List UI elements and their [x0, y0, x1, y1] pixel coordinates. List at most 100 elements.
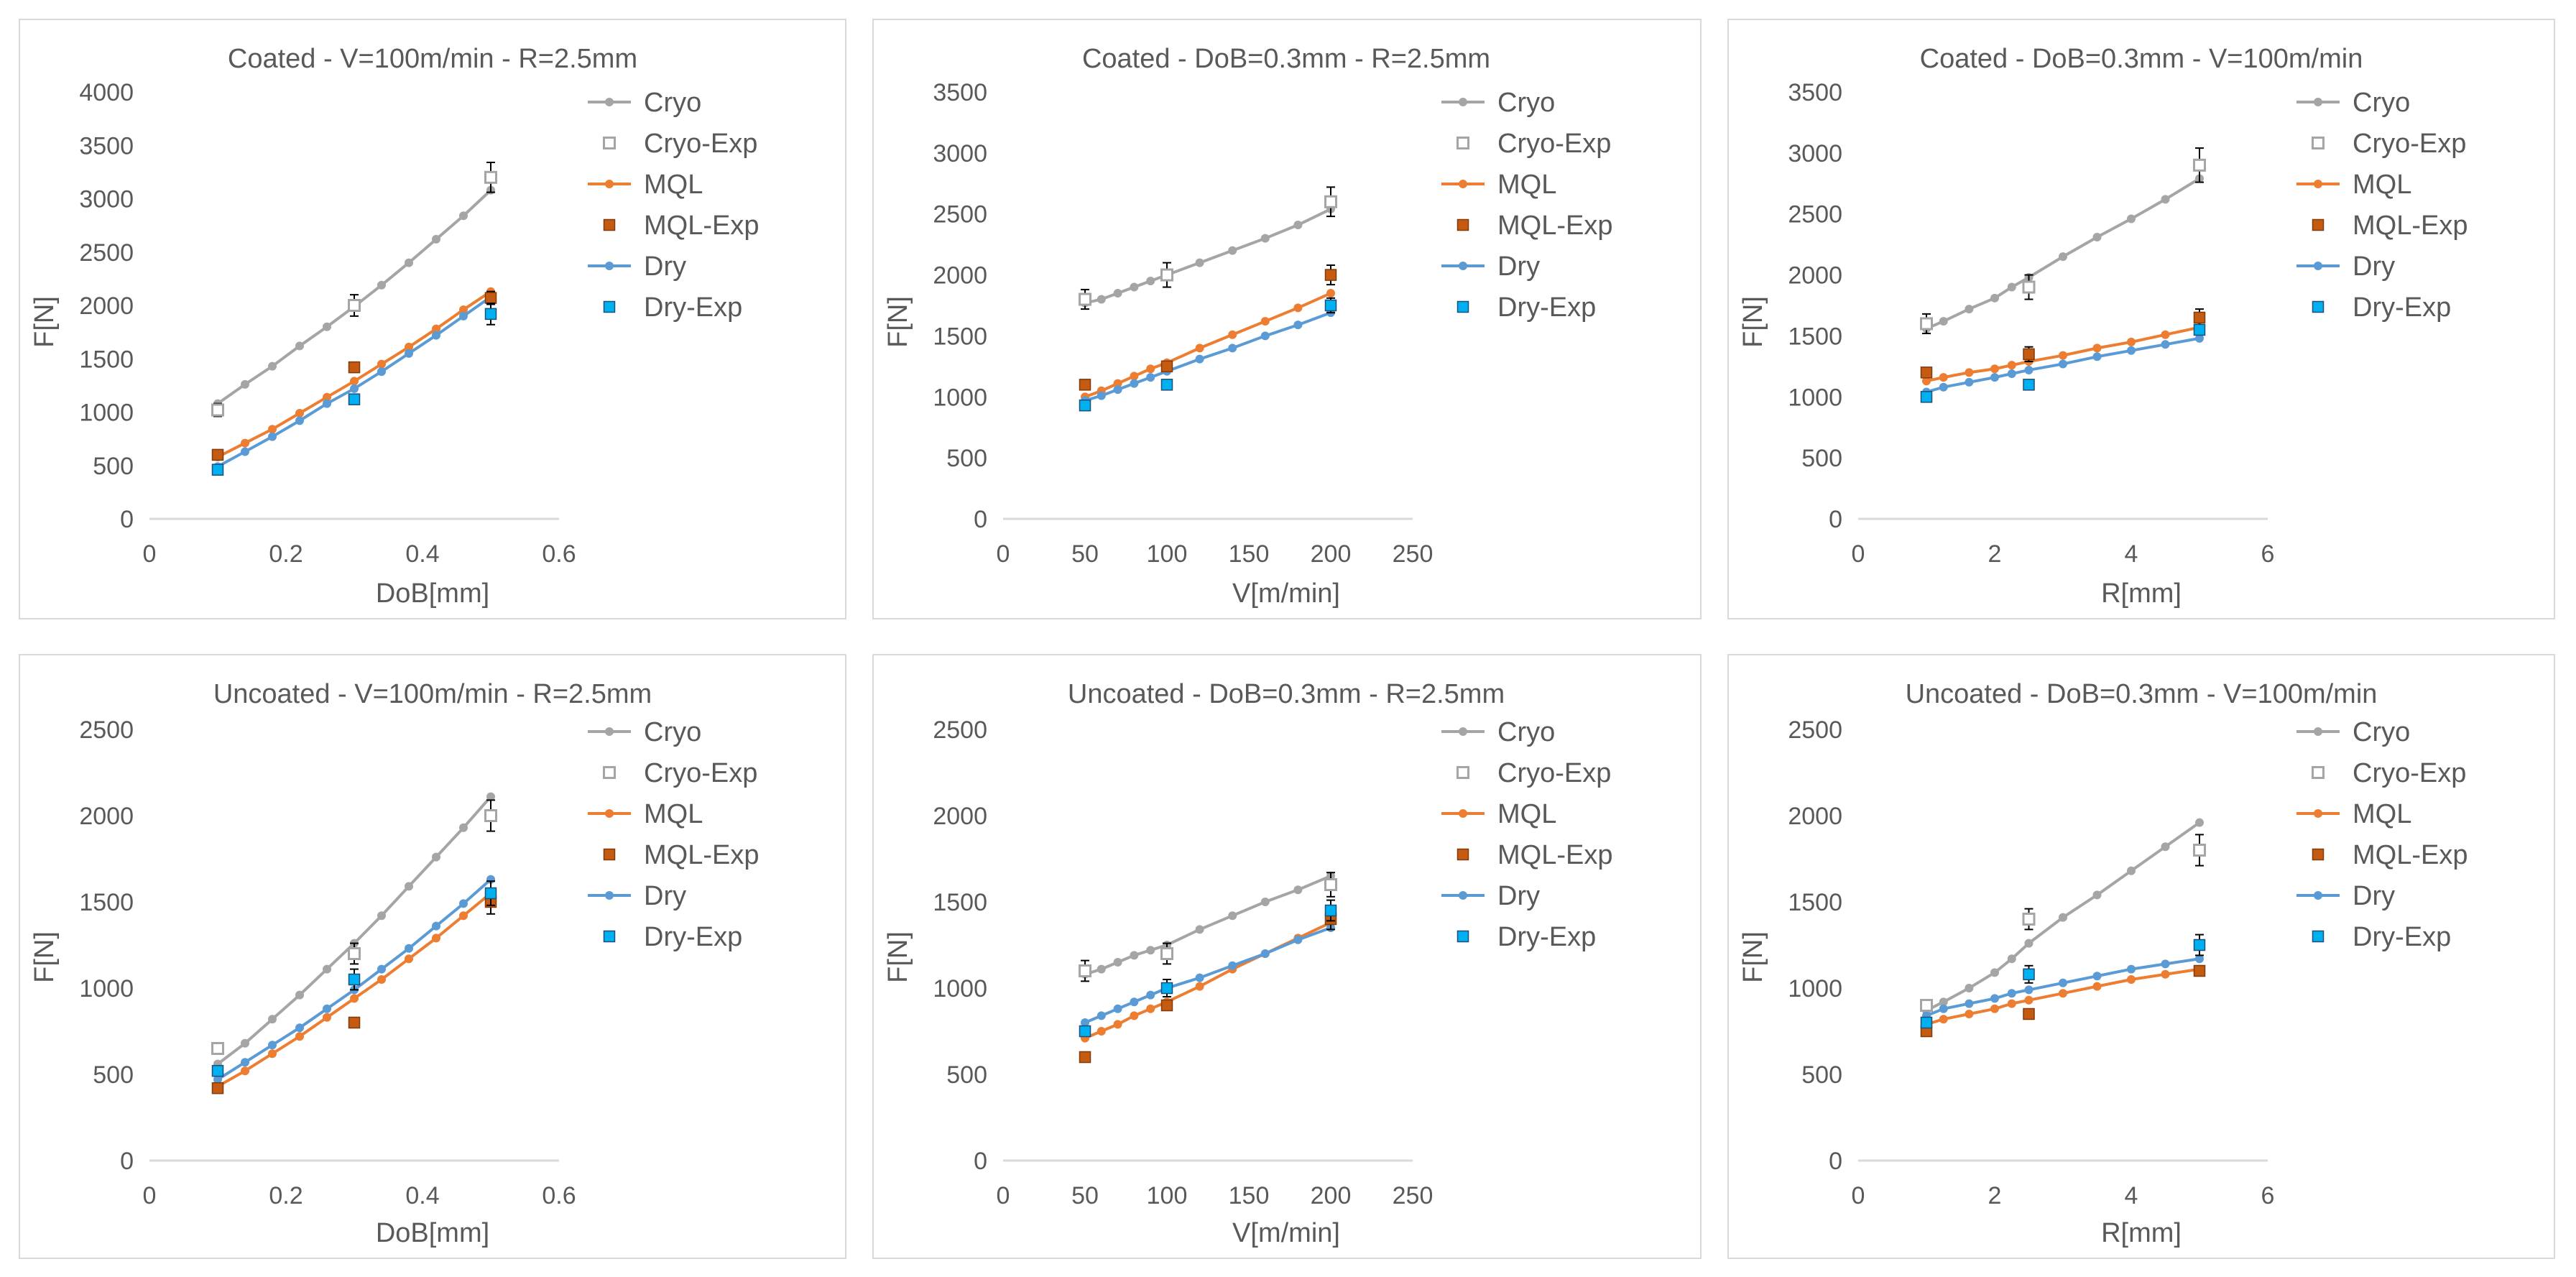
y-tick-label: 500 — [93, 453, 134, 480]
x-axis-label: V[m/min] — [1232, 578, 1340, 609]
data-point-mql — [268, 1049, 277, 1059]
x-tick-label: 2 — [1988, 540, 2002, 568]
legend-marker-mql-exp — [2312, 848, 2325, 861]
data-point-dry — [2127, 964, 2136, 974]
legend-label: Dry — [644, 252, 686, 282]
legend-marker-mql — [2314, 809, 2322, 818]
chart-title: Coated - V=100m/min - R=2.5mm — [228, 44, 637, 74]
exp-point-mql-exp — [2193, 311, 2206, 324]
data-point-dry — [1097, 1011, 1106, 1020]
data-point-mql — [405, 954, 413, 964]
y-tick-label: 0 — [1829, 506, 1842, 533]
x-tick-label: 250 — [1393, 1182, 1434, 1209]
y-tick-label: 1000 — [79, 975, 134, 1002]
data-point-cryo — [1293, 885, 1303, 895]
legend-label: Dry-Exp — [644, 922, 742, 952]
legend-label: MQL — [644, 170, 703, 200]
y-tick-label: 500 — [946, 445, 987, 472]
data-point-mql — [2007, 361, 2016, 370]
data-point-dry — [350, 384, 359, 393]
legend-item-mql-exp: MQL-Exp — [2312, 840, 2467, 870]
legend-label: MQL — [1497, 170, 1556, 200]
exp-point-cryo-exp — [2193, 158, 2206, 172]
data-point-mql — [1965, 368, 1974, 377]
data-point-cryo — [432, 234, 440, 244]
legend-label: MQL-Exp — [1497, 211, 1612, 241]
y-tick-label: 1500 — [79, 889, 134, 916]
legend-item-cryo-exp: Cryo-Exp — [603, 129, 757, 159]
exp-point-dry-exp — [1079, 399, 1091, 412]
legend-item-mql: MQL — [1441, 170, 1556, 200]
data-point-dry — [2024, 365, 2033, 374]
exp-point-dry-exp — [1324, 904, 1337, 917]
legend-label: Cryo-Exp — [1497, 129, 1611, 159]
data-point-mql — [1260, 317, 1270, 326]
legend-label: Dry-Exp — [1497, 292, 1596, 323]
x-tick-label: 200 — [1311, 540, 1352, 568]
data-point-dry — [2024, 985, 2033, 995]
legend-item-dry: Dry — [588, 881, 686, 911]
y-tick-label: 1000 — [1788, 384, 1842, 411]
y-tick-label: 0 — [974, 506, 987, 533]
legend-item-mql: MQL — [588, 170, 703, 200]
data-point-mql — [2024, 995, 2033, 1005]
data-point-dry — [432, 331, 440, 340]
data-point-cryo — [241, 379, 249, 389]
y-tick-label: 0 — [120, 1148, 134, 1175]
x-tick-label: 0 — [143, 1182, 157, 1209]
exp-point-cryo-exp — [1324, 878, 1337, 891]
data-point-mql — [2161, 969, 2170, 979]
exp-point-dry-exp — [484, 308, 497, 321]
legend-label: Cryo — [2353, 88, 2410, 118]
legend-item-cryo: Cryo — [588, 88, 701, 118]
data-point-dry — [323, 399, 331, 408]
x-tick-label: 100 — [1147, 540, 1188, 568]
legend-item-cryo: Cryo — [1441, 88, 1555, 118]
data-point-cryo — [377, 280, 386, 290]
y-tick-label: 0 — [1829, 1148, 1842, 1175]
data-point-dry — [405, 349, 413, 358]
exp-point-mql-exp — [1324, 269, 1337, 281]
exp-point-cryo-exp — [484, 809, 497, 822]
chart-title: Coated - DoB=0.3mm - R=2.5mm — [1082, 44, 1490, 74]
exp-point-mql-exp — [2193, 964, 2206, 977]
x-tick-label: 0.6 — [542, 1182, 576, 1209]
y-axis-label: F[N] — [883, 931, 913, 983]
legend-item-dry: Dry — [588, 252, 686, 282]
legend-marker-cryo — [605, 98, 614, 106]
exp-point-dry-exp — [2023, 379, 2035, 391]
exp-point-cryo-exp — [211, 403, 224, 417]
data-point-mql — [1922, 377, 1931, 386]
data-point-mql — [241, 438, 249, 448]
data-point-mql — [2127, 337, 2136, 346]
data-point-cryo — [2007, 954, 2016, 964]
data-point-mql — [1939, 373, 1948, 382]
exp-point-mql-exp — [1160, 999, 1173, 1012]
legend-marker-dry — [1459, 262, 1467, 270]
data-point-dry — [268, 432, 277, 441]
legend-label: Dry — [1497, 252, 1540, 282]
data-point-cryo — [1939, 997, 1948, 1007]
data-point-dry — [241, 447, 249, 456]
data-point-cryo — [241, 1038, 249, 1048]
data-point-dry — [295, 416, 304, 425]
legend-item-dry-exp: Dry-Exp — [2312, 292, 2451, 323]
data-point-cryo — [295, 990, 304, 1000]
exp-point-dry-exp — [348, 393, 361, 405]
data-point-dry — [1228, 344, 1237, 353]
legend-item-dry-exp: Dry-Exp — [603, 292, 742, 323]
data-point-cryo — [2059, 252, 2067, 262]
data-point-cryo — [2195, 818, 2204, 827]
legend-label: Cryo — [2353, 717, 2410, 747]
data-point-cryo — [1939, 317, 1948, 326]
exp-point-mql-exp — [1160, 360, 1173, 373]
exp-point-mql-exp — [211, 448, 224, 461]
legend-marker-dry-exp — [2312, 930, 2325, 943]
legend-marker-cryo-exp — [603, 766, 616, 779]
legend-marker-dry-exp — [603, 300, 616, 313]
legend-marker-cryo-exp — [2312, 137, 2325, 149]
y-tick-label: 3000 — [79, 186, 134, 213]
data-point-mql — [1990, 1004, 1999, 1013]
legend-label: MQL-Exp — [644, 211, 759, 241]
data-point-dry — [1146, 990, 1155, 1000]
